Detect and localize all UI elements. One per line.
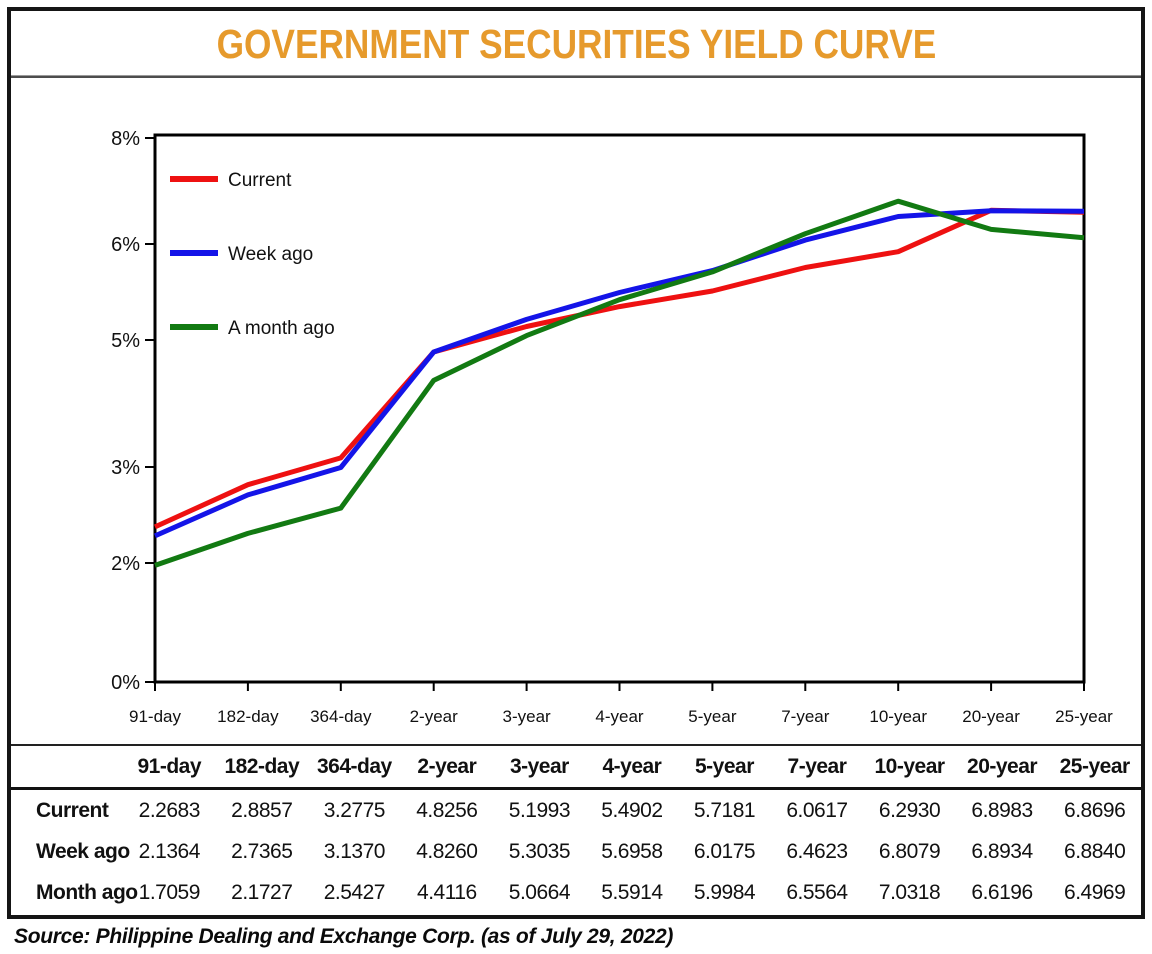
- legend-label: Current: [228, 170, 292, 191]
- x-axis-label: 20-year: [962, 707, 1020, 726]
- table-cell: 6.0617: [786, 799, 848, 822]
- table-col-header: 5-year: [678, 745, 771, 790]
- table-col-header: 2-year: [400, 745, 494, 790]
- table-cell: 5.1993: [508, 799, 571, 822]
- title-separator: [11, 75, 1141, 78]
- yield-table-body: Current 2.2683 2.8857 3.2775 4.8256 5.1993 5.4…: [11, 789, 1141, 914]
- yield-curve-chart: 8% 6% 5% 3% 2% 0% 91-day 182-day 364-day 2-year 3-…: [111, 128, 1113, 726]
- series-line-a-month-ago: [154, 198, 1085, 568]
- y-tick-label: 8%: [111, 128, 140, 150]
- table-cell: 2.7365: [231, 840, 293, 863]
- table-cell: 6.4623: [786, 840, 848, 863]
- table-cell: 3.2775: [323, 799, 386, 822]
- table-cell: 2.1364: [138, 840, 201, 863]
- x-axis-label: 91-day: [129, 707, 181, 726]
- table-cell: 6.8840: [1064, 840, 1126, 863]
- x-axis-label: 3-year: [503, 707, 552, 726]
- table-row-label: Week ago: [36, 840, 130, 863]
- table-row-label: Month ago: [36, 881, 138, 904]
- table-corner-cell: [11, 745, 123, 790]
- table-cell: 7.0318: [878, 881, 941, 904]
- table-col-header: 25-year: [1048, 745, 1141, 790]
- table-cell: 6.8696: [1064, 799, 1126, 822]
- table-cell: 6.5564: [786, 881, 848, 904]
- table-cell: 6.8983: [971, 799, 1033, 822]
- table-cell: 6.0175: [693, 840, 756, 863]
- yield-table: 91-day 182-day 364-day 2-year 3-year 4-year 5-…: [11, 744, 1141, 913]
- y-tick-label: 3%: [111, 457, 140, 479]
- table-cell: 3.1370: [323, 840, 386, 863]
- table-cell: 1.7059: [138, 881, 201, 904]
- table-cell: 2.8857: [231, 799, 293, 822]
- table-cell: 5.5914: [601, 881, 663, 904]
- table-col-header: 4-year: [585, 745, 679, 790]
- table-cell: 5.6958: [601, 840, 663, 863]
- table-row: Month ago 1.7059 2.1727 2.5427 4.4116 5.0664 5…: [11, 872, 1141, 913]
- table-cell: 4.8260: [416, 840, 478, 863]
- y-tick-label: 6%: [111, 234, 140, 256]
- series-line-current: [153, 207, 1085, 530]
- y-tick-label: 5%: [111, 330, 140, 352]
- table-cell: 2.1727: [231, 881, 293, 904]
- table-cell: 6.4969: [1064, 881, 1126, 904]
- page-title: GOVERNMENT SECURITIES YIELD CURVE: [0, 21, 1152, 68]
- x-axis-label: 4-year: [595, 707, 644, 726]
- legend-label: A month ago: [228, 318, 335, 339]
- table-row: Week ago 2.1364 2.7365 3.1370 4.8260 5.3035 5.…: [11, 831, 1141, 872]
- y-tick-label: 0%: [111, 672, 140, 694]
- x-axis-label: 5-year: [688, 707, 737, 726]
- table-row-label: Current: [36, 799, 109, 822]
- x-axis-label: 2-year: [410, 707, 459, 726]
- source-note: Source: Philippine Dealing and Exchange …: [14, 925, 674, 948]
- x-axis-label: 364-day: [310, 707, 372, 726]
- legend-label: Week ago: [228, 244, 313, 265]
- table-cell: 4.4116: [417, 881, 477, 904]
- table-cell: 6.8079: [878, 840, 941, 863]
- x-axis-label: 25-year: [1055, 707, 1113, 726]
- table-col-header: 7-year: [770, 745, 864, 790]
- page-title-text: GOVERNMENT SECURITIES YIELD CURVE: [216, 21, 936, 67]
- y-tick-label: 2%: [111, 553, 140, 575]
- table-cell: 5.3035: [508, 840, 571, 863]
- table-cell: 4.8256: [416, 799, 478, 822]
- table-col-header: 10-year: [863, 745, 956, 790]
- table-col-header: 3-year: [493, 745, 586, 790]
- table-cell: 6.8934: [971, 840, 1033, 863]
- table-col-header: 182-day: [215, 745, 309, 790]
- table-col-header: 364-day: [308, 745, 401, 790]
- table-col-header: 20-year: [955, 745, 1049, 790]
- table-cell: 2.2683: [138, 799, 201, 822]
- table-col-header: 91-day: [123, 745, 216, 790]
- table-cell: 6.6196: [971, 881, 1033, 904]
- yield-table-head: 91-day 182-day 364-day 2-year 3-year 4-year 5-…: [11, 745, 1141, 790]
- table-cell: 2.5427: [323, 881, 386, 904]
- table-cell: 5.7181: [693, 799, 756, 822]
- table-header-row: 91-day 182-day 364-day 2-year 3-year 4-year 5-…: [11, 745, 1141, 790]
- table-cell: 6.2930: [878, 799, 941, 822]
- table-cell: 5.4902: [601, 799, 663, 822]
- series-line-week-ago: [153, 208, 1085, 539]
- x-axis-label: 10-year: [869, 707, 927, 726]
- x-axis-label: 182-day: [217, 707, 279, 726]
- table-cell: 5.9984: [693, 881, 756, 904]
- table-row: Current 2.2683 2.8857 3.2775 4.8256 5.1993 5.4…: [11, 789, 1141, 832]
- x-axis-label: 7-year: [781, 707, 830, 726]
- table-cell: 5.0664: [508, 881, 571, 904]
- yield-table-container: 91-day 182-day 364-day 2-year 3-year 4-year 5-…: [11, 744, 1141, 913]
